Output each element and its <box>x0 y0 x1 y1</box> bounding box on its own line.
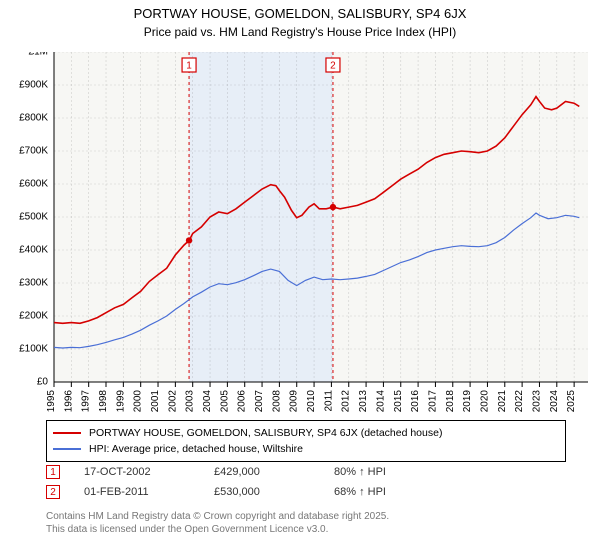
x-axis-label: 2004 <box>202 390 213 412</box>
legend-label: PORTWAY HOUSE, GOMELDON, SALISBURY, SP4 … <box>89 427 442 439</box>
sale-date: 01-FEB-2011 <box>84 486 214 498</box>
x-axis-label: 2021 <box>497 390 508 412</box>
y-axis-label: £1M <box>29 52 48 58</box>
x-axis-label: 1999 <box>115 390 126 412</box>
sale-marker-point <box>186 237 192 243</box>
y-axis-label: £600K <box>19 179 48 190</box>
legend-swatch <box>53 448 81 449</box>
x-axis-label: 2008 <box>271 390 282 412</box>
sale-date: 17-OCT-2002 <box>84 466 214 478</box>
legend-label: HPI: Average price, detached house, Wilt… <box>89 443 303 455</box>
x-axis-label: 2024 <box>549 390 560 412</box>
x-axis-label: 2000 <box>133 390 144 412</box>
sale-marker-number: 2 <box>330 61 336 72</box>
y-axis-label: £100K <box>19 344 48 355</box>
x-axis-label: 2011 <box>323 390 334 412</box>
x-axis-label: 1996 <box>63 390 74 412</box>
sale-price: £530,000 <box>214 486 334 498</box>
chart-area: £0 £100K £200K £300K £400K £500K £600K £700K £80… <box>8 52 592 412</box>
x-axis-label: 2023 <box>531 390 542 412</box>
x-axis-label: 2015 <box>393 390 404 412</box>
x-axis-label: 2014 <box>375 390 386 412</box>
title-main: PORTWAY HOUSE, GOMELDON, SALISBURY, SP4 … <box>0 6 600 21</box>
y-axis-label: £400K <box>19 245 48 256</box>
x-axis-label: 2019 <box>462 390 473 412</box>
x-axis-label: 2013 <box>358 390 369 412</box>
title-block: PORTWAY HOUSE, GOMELDON, SALISBURY, SP4 … <box>0 0 600 39</box>
x-axis-label: 2001 <box>150 390 161 412</box>
footer-line-1: Contains HM Land Registry data © Crown c… <box>46 510 566 523</box>
sale-price: £429,000 <box>214 466 334 478</box>
sale-row: 1 17-OCT-2002£429,00080% ↑ HPI <box>46 462 566 482</box>
x-axis-label: 2007 <box>254 390 265 412</box>
x-axis-label: 2018 <box>445 390 456 412</box>
x-axis-label: 2022 <box>514 390 525 412</box>
footer-line-2: This data is licensed under the Open Gov… <box>46 523 566 536</box>
y-axis-label: £0 <box>37 377 49 388</box>
x-axis-label: 2006 <box>237 390 248 412</box>
sale-row-marker: 1 <box>46 465 60 479</box>
x-axis-label: 2009 <box>289 390 300 412</box>
x-axis-label: 1995 <box>46 390 57 412</box>
y-axis-label: £200K <box>19 311 48 322</box>
chart-container: PORTWAY HOUSE, GOMELDON, SALISBURY, SP4 … <box>0 0 600 560</box>
sale-row-marker: 2 <box>46 485 60 499</box>
x-axis-label: 1997 <box>81 390 92 412</box>
x-axis-label: 2020 <box>479 390 490 412</box>
x-axis-label: 2005 <box>219 390 230 412</box>
x-axis-label: 2012 <box>341 390 352 412</box>
sale-delta: 68% ↑ HPI <box>334 486 454 498</box>
x-axis-label: 2003 <box>185 390 196 412</box>
y-axis-label: £700K <box>19 146 48 157</box>
x-axis-label: 2010 <box>306 390 317 412</box>
legend: PORTWAY HOUSE, GOMELDON, SALISBURY, SP4 … <box>46 420 566 462</box>
sale-marker-point <box>330 204 336 210</box>
sales-table: 1 17-OCT-2002£429,00080% ↑ HPI 2 01-FEB-201… <box>46 462 566 502</box>
legend-row: HPI: Average price, detached house, Wilt… <box>53 441 559 457</box>
y-axis-label: £800K <box>19 113 48 124</box>
y-axis-label: £900K <box>19 80 48 91</box>
y-axis-label: £500K <box>19 212 48 223</box>
footer: Contains HM Land Registry data © Crown c… <box>46 510 566 536</box>
chart-svg: £0 £100K £200K £300K £400K £500K £600K £700K £80… <box>8 52 592 412</box>
x-axis-label: 2002 <box>167 390 178 412</box>
sale-delta: 80% ↑ HPI <box>334 466 454 478</box>
x-axis-label: 2016 <box>410 390 421 412</box>
y-axis-label: £300K <box>19 278 48 289</box>
sale-row: 2 01-FEB-2011£530,00068% ↑ HPI <box>46 482 566 502</box>
x-axis-label: 1998 <box>98 390 109 412</box>
title-sub: Price paid vs. HM Land Registry's House … <box>0 25 600 39</box>
x-axis-label: 2017 <box>427 390 438 412</box>
x-axis-label: 2025 <box>566 390 577 412</box>
legend-row: PORTWAY HOUSE, GOMELDON, SALISBURY, SP4 … <box>53 425 559 441</box>
legend-swatch <box>53 432 81 434</box>
sale-marker-number: 1 <box>186 61 192 72</box>
